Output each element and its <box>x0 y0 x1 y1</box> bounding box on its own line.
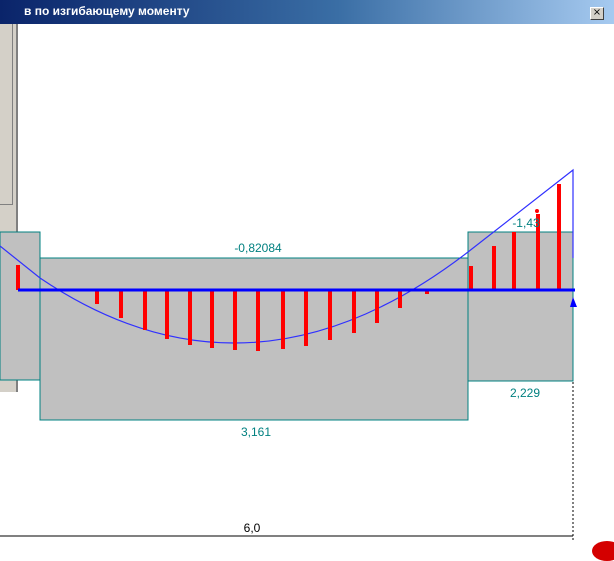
moment-curve <box>0 168 574 344</box>
hatch-lines <box>16 184 561 351</box>
label-top-middle: -0,82084 <box>234 241 282 255</box>
envelope-right-block <box>467 231 574 382</box>
envelope-middle-block <box>39 257 469 421</box>
support-marker <box>570 297 577 307</box>
close-button[interactable]: × <box>590 7 604 20</box>
panel-list-frame <box>0 24 13 205</box>
window-title: в по изгибающему моменту <box>24 4 190 18</box>
label-top-right: -1,43 <box>512 216 540 230</box>
label-bottom-middle: 3,161 <box>241 425 271 439</box>
taskbar-badge <box>592 541 614 561</box>
hatch-dot <box>535 209 539 213</box>
label-span: 6,0 <box>244 521 261 535</box>
title-bar: в по изгибающему моменту × <box>0 0 614 24</box>
label-bottom-right: 2,229 <box>510 386 540 400</box>
envelope-left-block <box>0 231 41 381</box>
